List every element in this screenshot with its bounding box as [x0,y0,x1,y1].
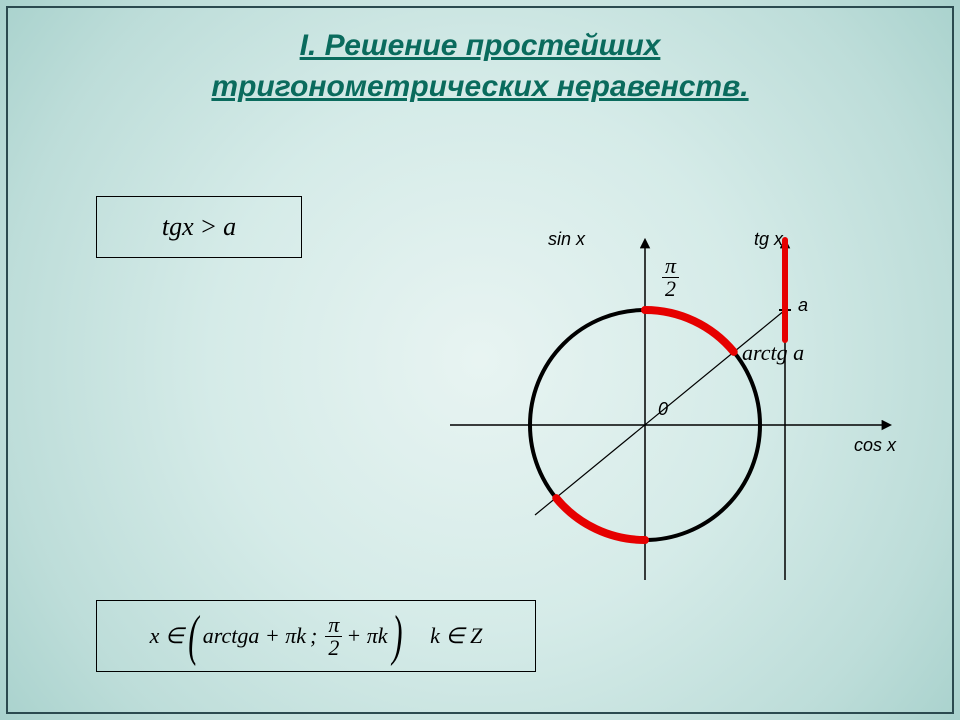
label-cosx: cos x [854,435,896,456]
label-tgx: tg x [754,229,783,250]
label-zero: 0 [658,399,668,420]
solution-prefix: x ∈ [150,623,184,649]
ineq-op: > [194,212,224,242]
label-arctg: arctg a [742,340,804,366]
pi2-den: 2 [662,278,679,300]
ineq-rhs: a [223,212,236,242]
interval-lower: arctga + πk [203,623,306,649]
ineq-lhs: tgx [162,212,194,242]
title-line-2: тригонометрических неравенств. [211,70,748,103]
interval-sep: ; [306,623,321,649]
label-sinx: sin x [548,229,585,250]
solution-cond: k ∈ Z [430,623,482,649]
frac-den: 2 [325,637,342,659]
interval-upper-suffix: + πk [346,623,387,649]
label-pi-over-2: π 2 [658,255,683,300]
title-line-1: I. Решение простейших [300,29,661,62]
label-a: a [798,295,808,316]
interval-upper-frac: π 2 [325,614,342,659]
inequality-box: tgx > a [96,196,302,258]
slide-title: I. Решение простейших тригонометрических… [0,26,960,107]
frac-num: π [325,614,342,637]
unit-circle-diagram: sin x tg x cos x 0 a arctg a π 2 [440,215,910,595]
pi2-num: π [662,255,679,278]
solution-box: x ∈ ( arctga + πk ; π 2 + πk ) k ∈ Z [96,600,536,672]
